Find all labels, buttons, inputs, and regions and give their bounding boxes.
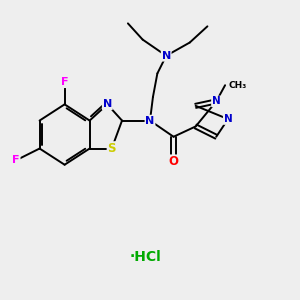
Text: F: F <box>12 155 20 165</box>
Text: O: O <box>169 155 178 168</box>
Text: N: N <box>146 116 154 126</box>
Text: S: S <box>107 142 116 155</box>
Text: N: N <box>224 114 233 124</box>
Text: F: F <box>61 77 68 87</box>
Text: N: N <box>212 96 220 106</box>
Text: N: N <box>162 51 171 61</box>
Text: CH₃: CH₃ <box>229 81 247 90</box>
Text: N: N <box>103 99 112 110</box>
Text: ·HCl: ·HCl <box>130 250 161 265</box>
